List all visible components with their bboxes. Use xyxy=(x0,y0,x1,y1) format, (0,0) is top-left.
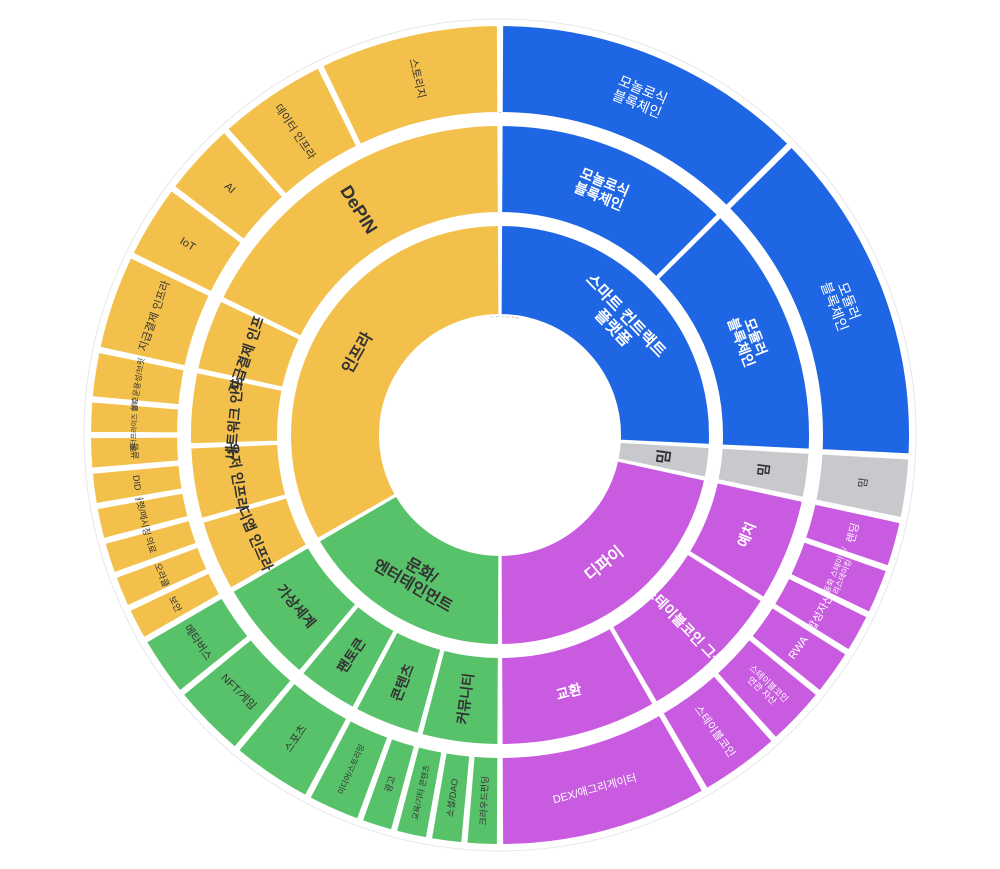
sunburst-segment[interactable]: 물류 xyxy=(90,437,179,469)
sunburst-segment[interactable]: 크라우드펀딩 xyxy=(466,756,498,845)
center-hole xyxy=(382,317,618,553)
sunburst-chart: 소분류모놀로식블록체인모듈러블록체인밈렌딩유동화 스테이킹/리스테이킹합성자산R… xyxy=(0,0,1000,869)
